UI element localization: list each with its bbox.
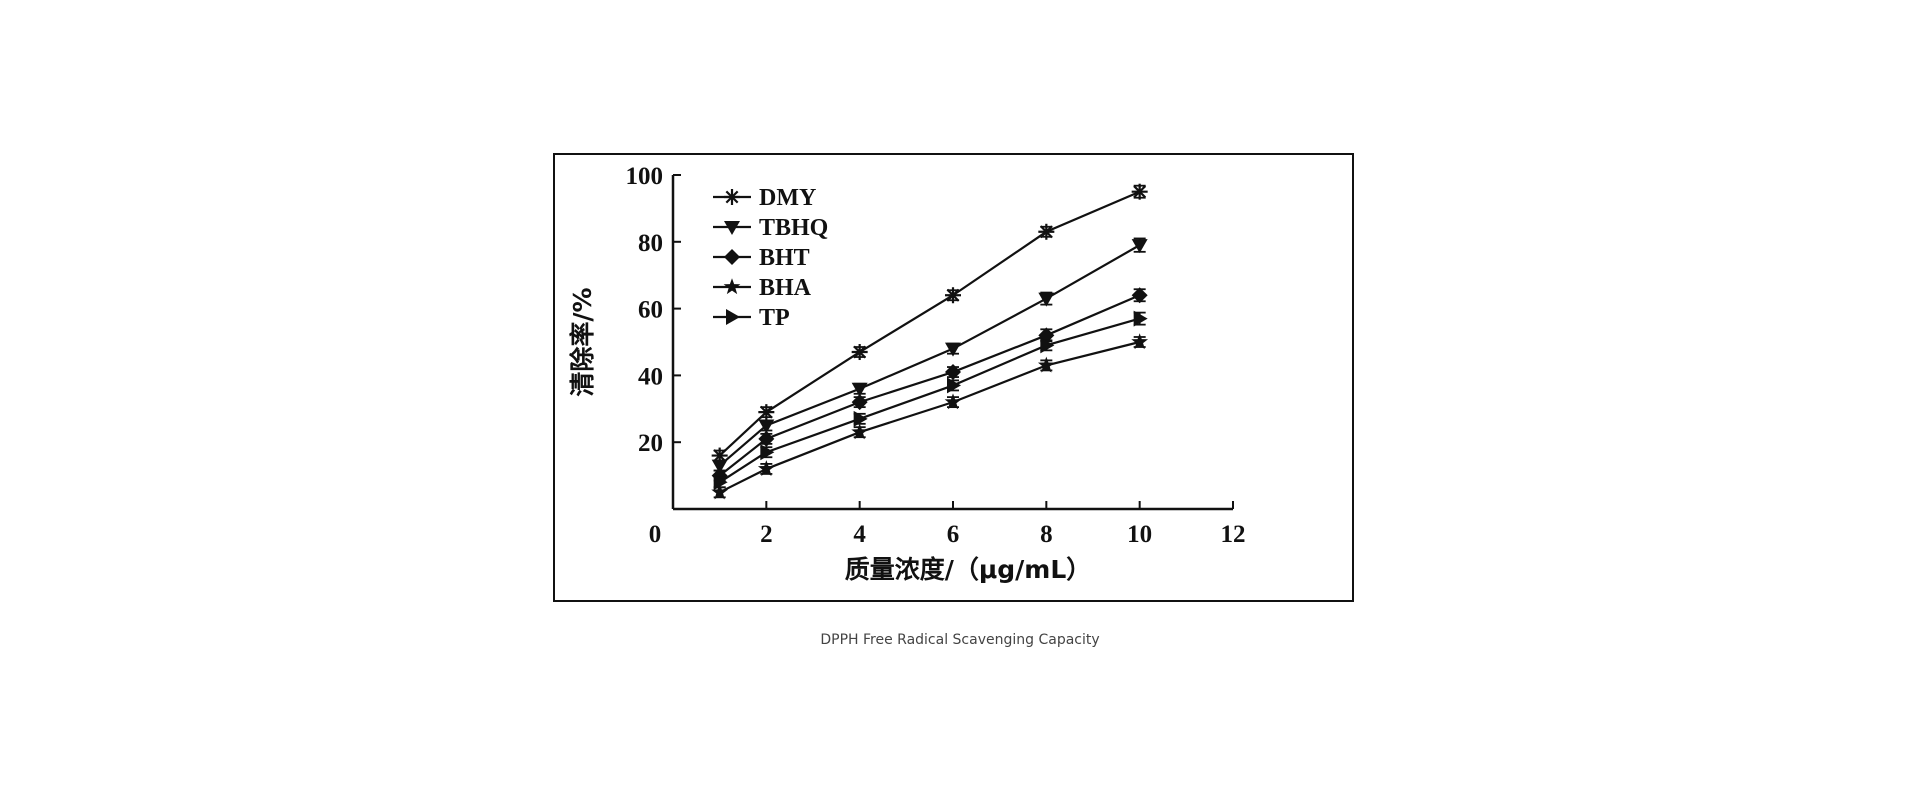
- data-point-bha: [711, 483, 729, 500]
- data-point-tp: [760, 444, 775, 461]
- data-point-tp: [1133, 310, 1148, 327]
- data-point-bht: [758, 430, 775, 447]
- data-point-tbhq: [758, 419, 775, 434]
- data-point-tp: [1040, 337, 1055, 354]
- data-point-bht: [1131, 287, 1148, 304]
- series-line-tp: [719, 317, 1140, 484]
- legend-label: TBHQ: [759, 215, 828, 241]
- series-line-dmy: [718, 190, 1141, 457]
- x-tick-label: 4: [853, 521, 866, 548]
- x-axis-title: 质量浓度/（μg/mL）: [845, 555, 1092, 584]
- data-point-tbhq: [1038, 292, 1055, 307]
- chart-figure: 0 2 4 6 8 10 12 20 40 60 80 100 质量浓度/（μg/mL） 清除率/% DM…: [553, 153, 1354, 602]
- chart-svg: 0 2 4 6 8 10 12 20 40 60 80 100 质量浓度/（μg/mL） 清除率/% DM…: [553, 153, 1354, 602]
- x-tick-label: 0: [649, 521, 662, 548]
- data-point-bha: [757, 460, 775, 477]
- legend-item-dmy: DMY: [713, 185, 816, 211]
- series-line-tbhq: [718, 244, 1141, 467]
- legend-item-bha: BHA: [713, 275, 812, 301]
- y-tick-label: 60: [638, 297, 663, 324]
- y-axis-title: 清除率/%: [568, 287, 597, 396]
- series-line-bht: [718, 294, 1141, 477]
- data-point-dmy: [1131, 183, 1148, 200]
- y-tick-label: 100: [626, 163, 664, 190]
- data-point-bha: [1037, 356, 1055, 373]
- legend-marker-tp: [726, 309, 740, 325]
- series-tbhq: [711, 237, 1148, 474]
- data-point-tbhq: [1131, 239, 1148, 254]
- legend-marker-tbhq: [724, 221, 740, 235]
- x-tick-label: 12: [1221, 521, 1246, 548]
- data-point-tbhq: [851, 382, 868, 397]
- x-tick-label: 2: [760, 521, 773, 548]
- data-point-bha: [851, 423, 869, 440]
- data-point-tbhq: [711, 459, 728, 474]
- x-tick-label: 6: [947, 521, 960, 548]
- y-tick-label: 20: [638, 430, 663, 457]
- x-tick-label: 8: [1040, 521, 1053, 548]
- series-tp: [713, 310, 1148, 491]
- legend-label: BHT: [759, 245, 810, 271]
- legend-label: BHA: [759, 275, 812, 301]
- data-point-bht: [851, 394, 868, 411]
- data-point-dmy: [758, 404, 775, 421]
- data-point-tp: [947, 377, 961, 394]
- legend-label: TP: [759, 305, 790, 331]
- legend-label: DMY: [759, 185, 816, 211]
- figure-caption: DPPH Free Radical Scavenging Capacity: [820, 632, 1100, 648]
- data-point-bha: [1131, 333, 1149, 350]
- series-line-bha: [719, 340, 1140, 494]
- legend-marker-bht: [724, 249, 740, 265]
- data-point-tp: [713, 474, 728, 491]
- series-bht: [711, 287, 1148, 484]
- legend-marker-dmy: [724, 189, 740, 205]
- data-point-dmy: [851, 344, 868, 361]
- series-dmy: [711, 183, 1148, 464]
- data-point-tp: [853, 410, 868, 427]
- series-bha: [711, 333, 1149, 500]
- legend-item-tbhq: TBHQ: [713, 215, 828, 241]
- data-point-bht: [945, 364, 961, 381]
- data-point-dmy: [1038, 223, 1055, 240]
- legend-item-tp: TP: [713, 305, 790, 331]
- legend-marker-bha: [723, 278, 741, 295]
- data-point-tbhq: [945, 342, 961, 357]
- y-tick-label: 40: [638, 363, 663, 390]
- data-point-bha: [944, 393, 962, 410]
- legend-item-bht: BHT: [713, 245, 810, 271]
- data-point-dmy: [945, 287, 961, 304]
- x-tick-label: 10: [1127, 521, 1152, 548]
- y-tick-label: 80: [638, 230, 663, 257]
